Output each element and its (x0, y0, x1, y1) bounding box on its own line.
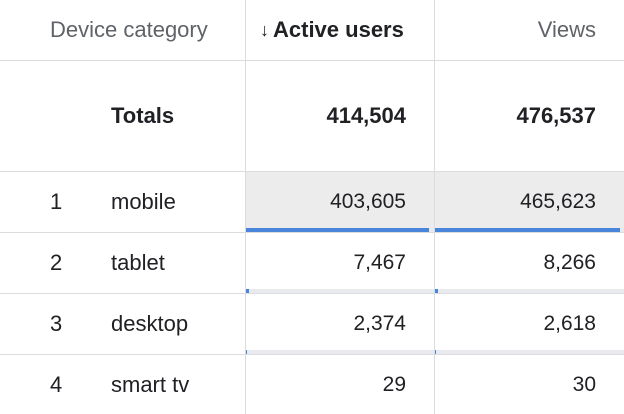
column-header-active-users[interactable]: ↓ Active users (246, 0, 434, 60)
row-index: 3 (50, 311, 63, 336)
row-active-users: 403,605 (246, 172, 434, 232)
column-header-active-users-label: Active users (273, 17, 404, 42)
row-device: smart tv (111, 371, 190, 397)
views-share-bar (435, 289, 624, 293)
row-index: 2 (50, 250, 63, 275)
row-index: 1 (50, 189, 63, 214)
table-row[interactable]: 2 tablet 7,467 8,266 (0, 233, 624, 294)
row-views: 2,618 (543, 312, 596, 335)
views-share-bar (435, 350, 624, 354)
active-users-share-fill (246, 289, 250, 293)
totals-label: Totals (111, 103, 175, 128)
views-share-bar (435, 228, 624, 232)
active-users-share-bar (246, 228, 434, 232)
row-device: desktop (111, 311, 189, 336)
row-active-users: 29 (382, 372, 406, 396)
row-device: tablet (111, 250, 165, 275)
active-users-share-fill (246, 350, 248, 354)
table-row[interactable]: 4 smart tv 29 30 (0, 355, 624, 414)
totals-row: Totals 414,504 476,537 (0, 61, 624, 172)
row-views: 8,266 (543, 251, 596, 274)
totals-views: 476,537 (516, 103, 596, 128)
views-share-fill (435, 350, 437, 354)
views-share-fill (435, 289, 439, 293)
table-row[interactable]: 3 desktop 2,374 2,618 (0, 294, 624, 355)
active-users-share-bar (246, 289, 434, 293)
row-views: 465,623 (435, 172, 624, 232)
active-users-share-fill (246, 228, 430, 232)
sort-descending-icon: ↓ (260, 19, 269, 40)
column-header-views[interactable]: Views (537, 17, 596, 42)
row-index: 4 (50, 371, 63, 397)
table-row[interactable]: 1 mobile 403,605 465,623 (0, 172, 624, 233)
active-users-share-bar (246, 350, 434, 354)
column-divider (434, 0, 435, 414)
table-header: Device category ↓ Active users Views (0, 0, 624, 61)
row-active-users: 2,374 (353, 312, 406, 335)
column-divider (245, 0, 246, 414)
totals-active-users: 414,504 (326, 103, 406, 128)
row-views: 30 (572, 372, 596, 396)
row-device: mobile (111, 189, 176, 214)
row-active-users: 7,467 (353, 251, 406, 274)
views-share-fill (435, 228, 620, 232)
column-header-device-category[interactable]: Device category (50, 17, 208, 42)
